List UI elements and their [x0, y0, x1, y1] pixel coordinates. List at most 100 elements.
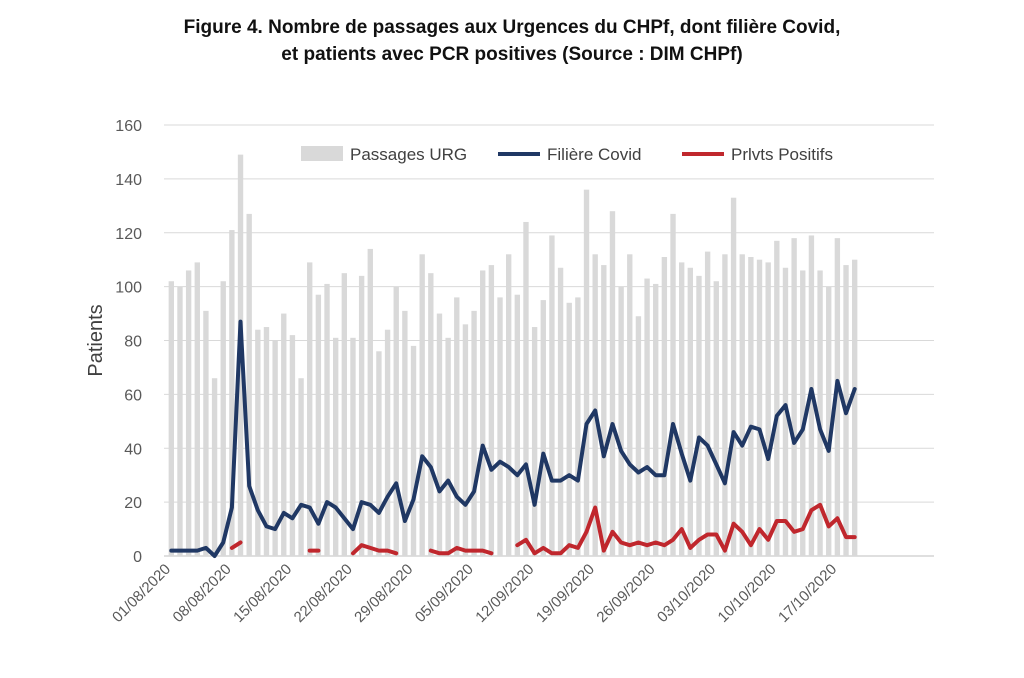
bar [739, 254, 745, 557]
bar [566, 302, 572, 556]
bar [505, 254, 512, 557]
bar [730, 197, 737, 556]
y-tick-label: 0 [133, 549, 142, 566]
bar [687, 267, 694, 556]
bar [488, 265, 495, 556]
bar [851, 259, 858, 556]
y-tick-label: 40 [124, 441, 142, 458]
bar [384, 329, 391, 556]
bar [454, 297, 460, 556]
x-tick-label: 10/10/2020 [715, 561, 780, 626]
bar [177, 286, 183, 556]
bar [653, 283, 659, 556]
x-tick-label: 26/09/2020 [593, 561, 658, 626]
series-line-prlvts-positifs [351, 543, 399, 556]
bar [592, 254, 598, 557]
bar [514, 294, 521, 556]
chart-title-line-1: Figure 4. Nombre de passages aux Urgence… [183, 17, 841, 38]
bar [445, 337, 451, 556]
bar [557, 267, 564, 556]
bar [203, 310, 209, 556]
legend-swatch-passages-urg [301, 146, 343, 161]
bar [341, 273, 348, 556]
bar [376, 351, 382, 556]
series-line-prlvts-positifs [229, 540, 243, 550]
bar [678, 262, 685, 556]
bar [549, 235, 555, 556]
bar [704, 251, 711, 556]
bar [670, 213, 676, 557]
bar [765, 262, 771, 556]
bar [618, 286, 624, 556]
bar [661, 256, 668, 556]
y-tick-label: 100 [115, 280, 142, 297]
bar [601, 265, 607, 556]
x-tick-label: 12/09/2020 [472, 561, 537, 626]
legend-label: Prlvts Positifs [731, 145, 833, 164]
bar [393, 286, 399, 556]
bar [748, 256, 754, 556]
x-tick-label: 01/08/2020 [109, 561, 174, 626]
y-axis-label: Patients [85, 304, 107, 376]
bar [307, 262, 313, 556]
bar [531, 327, 538, 556]
x-tick-label: 03/10/2020 [654, 561, 719, 626]
bar [575, 297, 581, 556]
bar [722, 254, 728, 557]
x-tick-label: 19/09/2020 [533, 561, 598, 626]
x-tick-label: 17/10/2020 [775, 561, 840, 626]
bar [713, 281, 719, 556]
bar [540, 300, 546, 556]
y-tick-label: 20 [124, 495, 142, 512]
bar [817, 270, 823, 556]
bar [480, 270, 486, 556]
bar [791, 238, 797, 556]
bar [462, 324, 469, 556]
y-tick-label: 60 [124, 387, 142, 404]
bar [332, 337, 339, 556]
bar [800, 270, 806, 556]
bar [263, 327, 270, 556]
x-tick-label: 15/08/2020 [230, 561, 295, 626]
bar [298, 378, 304, 556]
bar [635, 316, 642, 556]
bar [419, 254, 425, 557]
bar [583, 189, 590, 556]
bar [471, 310, 477, 556]
x-tick-label: 22/08/2020 [291, 561, 356, 626]
chart-title-line-2: et patients avec PCR positives (Source :… [281, 44, 743, 65]
bar [194, 262, 200, 556]
series-line-filiere-covid [169, 319, 857, 558]
bar [436, 313, 443, 556]
bar [428, 273, 434, 556]
bar [644, 278, 650, 556]
chart-title: Figure 4. Nombre de passages aux Urgence… [0, 14, 1024, 68]
bar [609, 211, 616, 556]
x-tick-label: 08/08/2020 [170, 561, 235, 626]
bar [272, 340, 278, 556]
y-tick-label: 120 [115, 226, 142, 243]
x-tick-label: 05/09/2020 [412, 561, 477, 626]
bar [774, 240, 780, 557]
legend-label: Passages URG [350, 145, 467, 164]
bar [410, 345, 417, 556]
bar [350, 337, 356, 556]
series-line-prlvts-positifs [428, 545, 494, 556]
x-tick-label: 29/08/2020 [351, 561, 416, 626]
bar [756, 259, 763, 556]
bar [497, 297, 503, 556]
bar [324, 283, 330, 556]
bar [402, 310, 408, 556]
bar [255, 329, 261, 556]
bar [289, 335, 296, 556]
bar [220, 281, 226, 556]
bar [315, 294, 322, 556]
y-tick-label: 140 [115, 172, 142, 189]
y-tick-label: 80 [124, 334, 142, 351]
bar [696, 275, 702, 556]
bar [229, 230, 235, 556]
legend-label: Filière Covid [547, 145, 641, 164]
bar [211, 378, 218, 556]
y-tick-label: 160 [115, 118, 142, 135]
